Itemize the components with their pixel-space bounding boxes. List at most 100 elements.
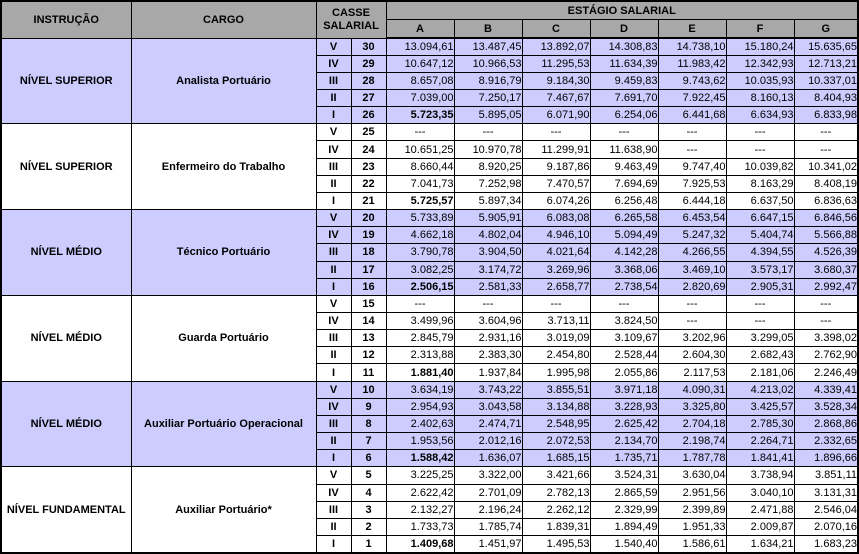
salary-cell: 6.074,26 bbox=[521, 191, 591, 211]
salary-cell: 14.308,83 bbox=[589, 37, 659, 56]
salary-cell: 3.630,04 bbox=[657, 466, 727, 485]
salary-cell: --- bbox=[793, 140, 859, 159]
cargo-cell: Auxiliar Portuário* bbox=[130, 466, 317, 554]
classe-roman-cell: III bbox=[315, 157, 352, 176]
salary-cell: 2.264,71 bbox=[725, 432, 795, 451]
stage-column-header-a: A bbox=[385, 19, 455, 39]
salary-cell: 2.625,42 bbox=[589, 414, 659, 434]
salary-cell: 8.404,93 bbox=[793, 88, 859, 108]
salary-cell: 3.904,50 bbox=[453, 243, 523, 262]
cargo-cell: Guarda Portuário bbox=[130, 294, 317, 382]
salary-cell: 3.134,88 bbox=[521, 397, 591, 416]
salary-cell: 3.469,10 bbox=[657, 260, 727, 279]
salary-cell: 13.892,07 bbox=[521, 37, 591, 56]
salary-cell: 2.196,24 bbox=[453, 500, 523, 519]
classe-roman-cell: III bbox=[315, 329, 352, 348]
salary-cell: 2.009,87 bbox=[725, 517, 795, 537]
salary-cell: 2.954,93 bbox=[385, 397, 455, 416]
classe-level-cell: 29 bbox=[350, 54, 387, 73]
salary-cell: 8.920,25 bbox=[453, 157, 523, 176]
salary-cell: 1.841,41 bbox=[725, 449, 795, 468]
classe-roman-cell: V bbox=[315, 380, 352, 399]
salary-cell: 3.082,25 bbox=[385, 260, 455, 279]
salary-cell: 2.604,30 bbox=[657, 346, 727, 365]
salary-cell: 8.163,29 bbox=[725, 174, 795, 193]
salary-cell: --- bbox=[657, 294, 727, 314]
salary-cell: 3.019,09 bbox=[521, 329, 591, 348]
table-row: II 7 1.953,56 2.012,16 2.072,53 2.134,70 2.198… bbox=[1, 432, 859, 451]
salary-cell: 5.895,05 bbox=[453, 106, 523, 125]
salary-cell: 2.931,16 bbox=[453, 329, 523, 348]
salary-cell: 3.109,67 bbox=[589, 329, 659, 348]
salary-cell: 2.132,27 bbox=[385, 500, 455, 519]
salary-cell: 12.713,21 bbox=[793, 54, 859, 73]
table-row: NÍVEL SUPERIOR Enfermeiro do Trabalho V 25-… bbox=[0, 123, 859, 211]
classe-level-cell: 16 bbox=[350, 277, 387, 296]
salary-cell: 3.971,18 bbox=[589, 380, 659, 399]
salary-cell: 3.299,05 bbox=[725, 329, 795, 348]
salary-cell: 2.992,47 bbox=[793, 277, 859, 296]
salary-cell: 3.322,00 bbox=[453, 466, 523, 485]
salary-cell: 1.540,40 bbox=[589, 535, 659, 554]
classe-roman-cell: I bbox=[315, 363, 352, 382]
salary-cell: 9.459,83 bbox=[589, 71, 659, 90]
classe-level-cell: 9 bbox=[350, 397, 387, 416]
classe-roman-cell: IV bbox=[315, 226, 352, 245]
salary-cell: 1.785,74 bbox=[453, 517, 523, 537]
salary-cell: --- bbox=[589, 123, 659, 142]
salary-cell: 2.506,15 bbox=[385, 277, 455, 296]
classe-roman-cell: II bbox=[315, 174, 352, 193]
salary-cell: 10.337,01 bbox=[793, 71, 859, 90]
classe-level-cell: 21 bbox=[350, 191, 387, 211]
table-row: II 2 1.733,73 1.785,74 1.839,31 1.894,49 1.951… bbox=[1, 517, 859, 537]
table-row: III 13 2.845,79 2.931,16 3.019,09 3.109,67 3.2… bbox=[1, 329, 859, 348]
classe-level-cell: 7 bbox=[350, 432, 387, 451]
classe-roman-cell: V bbox=[315, 209, 352, 228]
salary-cell: 2.117,53 bbox=[657, 363, 727, 382]
salary-cell: 11.638,90 bbox=[589, 140, 659, 159]
classe-level-cell: 27 bbox=[350, 88, 387, 108]
salary-cell: 2.581,33 bbox=[453, 277, 523, 296]
salary-cell: 2.072,53 bbox=[521, 432, 591, 451]
instrucao-cell: NÍVEL SUPERIOR bbox=[0, 37, 132, 125]
salary-cell: 1.881,40 bbox=[385, 363, 455, 382]
salary-cell: 6.083,08 bbox=[521, 209, 591, 228]
cargo-cell: Enfermeiro do Trabalho bbox=[130, 123, 317, 211]
salary-cell: --- bbox=[521, 123, 591, 142]
salary-cell: 3.228,93 bbox=[589, 397, 659, 416]
classe-roman-cell: IV bbox=[315, 397, 352, 416]
salary-cell: 2.682,43 bbox=[725, 346, 795, 365]
classe-roman-cell: V bbox=[315, 466, 352, 485]
salary-cell: 1.951,33 bbox=[657, 517, 727, 537]
salary-cell: 1.634,21 bbox=[725, 535, 795, 554]
classe-level-cell: 30 bbox=[350, 37, 387, 56]
salary-cell: 6.256,48 bbox=[589, 191, 659, 211]
salary-cell: 6.071,90 bbox=[521, 106, 591, 125]
salary-cell: 9.463,49 bbox=[589, 157, 659, 176]
salary-cell: 3.425,57 bbox=[725, 397, 795, 416]
salary-cell: 10.341,02 bbox=[793, 157, 859, 176]
salary-cell: 6.634,93 bbox=[725, 106, 795, 125]
salary-cell: 2.820,69 bbox=[657, 277, 727, 296]
salary-cell: 3.851,11 bbox=[793, 466, 859, 485]
classe-level-cell: 11 bbox=[350, 363, 387, 382]
table-row: III 28 8.657,08 8.916,79 9.184,30 9.459,83 9.7… bbox=[1, 71, 859, 90]
salary-cell: 2.181,06 bbox=[725, 363, 795, 382]
table-row: NÍVEL SUPERIOR Analista Portuário V 30 13.09… bbox=[0, 37, 859, 125]
salary-cell: 2.399,89 bbox=[657, 500, 727, 519]
salary-cell: 4.802,04 bbox=[453, 226, 523, 245]
salary-cell: 1.409,68 bbox=[385, 535, 455, 554]
salary-cell: 1.896,66 bbox=[793, 449, 859, 468]
salary-cell: 6.453,54 bbox=[657, 209, 727, 228]
salary-cell: 10.647,12 bbox=[385, 54, 455, 73]
salary-cell: 7.694,69 bbox=[589, 174, 659, 193]
salary-cell: --- bbox=[725, 311, 795, 331]
salary-cell: 2.313,88 bbox=[385, 346, 455, 365]
classe-level-cell: 25 bbox=[350, 123, 387, 142]
classe-roman-cell: II bbox=[315, 346, 352, 365]
classe-level-cell: 6 bbox=[350, 449, 387, 468]
classe-level-cell: 26 bbox=[350, 106, 387, 125]
salary-cell: --- bbox=[725, 123, 795, 142]
salary-cell: 2.704,18 bbox=[657, 414, 727, 434]
salary-cell: 5.733,89 bbox=[385, 209, 455, 228]
